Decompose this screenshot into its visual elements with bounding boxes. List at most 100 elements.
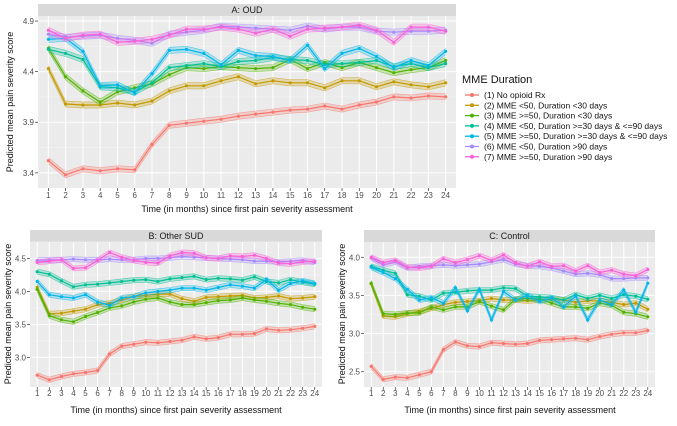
data-point	[574, 305, 578, 309]
data-point	[47, 314, 51, 318]
legend-item: (1) No opioid Rx	[465, 90, 546, 100]
series-ci-band	[48, 46, 446, 95]
data-point	[167, 33, 171, 37]
data-point	[216, 276, 220, 280]
data-point	[477, 254, 481, 258]
x-tick-label: 24	[441, 191, 450, 200]
x-tick-label: 18	[571, 389, 580, 398]
data-point	[453, 261, 457, 265]
data-point	[132, 278, 136, 282]
data-point	[357, 46, 361, 51]
series-1	[369, 327, 650, 383]
data-point	[392, 95, 396, 99]
data-point	[489, 296, 494, 301]
data-point	[71, 372, 75, 376]
data-point	[489, 341, 494, 345]
x-tick-label: 5	[115, 191, 120, 200]
data-point	[444, 81, 448, 85]
data-point	[550, 296, 554, 300]
data-point	[289, 303, 293, 307]
series-line	[370, 329, 648, 381]
data-point	[426, 85, 430, 89]
data-point	[115, 101, 120, 105]
series-ci-band	[48, 23, 446, 47]
data-point	[393, 312, 397, 317]
data-point	[374, 54, 379, 59]
series-ci-lower	[37, 258, 315, 266]
data-point	[513, 261, 518, 265]
data-point	[301, 305, 305, 309]
series-ci-upper	[371, 252, 648, 274]
series-line	[370, 254, 649, 277]
data-point	[144, 260, 148, 264]
data-point	[513, 298, 518, 302]
data-point	[313, 259, 317, 263]
series-ci-band	[37, 277, 315, 308]
data-point	[144, 278, 148, 282]
y-tick-label: 4.9	[23, 17, 35, 26]
data-point	[289, 278, 293, 282]
legend-label: (7) MME >=50, Duration >90 days	[484, 152, 612, 162]
data-point	[71, 285, 75, 289]
data-point	[301, 260, 305, 264]
series-ci-lower	[48, 98, 446, 179]
data-point	[219, 79, 223, 83]
legend-label: (5) MME >=50, Duration >=30 days & <=90 …	[484, 131, 667, 141]
legend-label: (1) No opioid Rx	[484, 90, 546, 100]
data-point	[513, 287, 518, 291]
data-point	[228, 283, 232, 287]
data-point	[216, 285, 220, 290]
data-point	[381, 261, 385, 265]
x-tick-label: 8	[119, 389, 124, 398]
data-point	[489, 288, 494, 292]
data-point	[392, 30, 396, 34]
data-point	[405, 287, 409, 291]
x-tick-label: 22	[286, 389, 295, 398]
x-tick-label: 2	[47, 389, 52, 398]
series-ci-upper	[48, 22, 446, 41]
y-axis-title: Predicted mean pain severity score	[3, 244, 13, 385]
data-point	[236, 75, 240, 79]
data-point	[429, 370, 433, 374]
data-point	[96, 310, 100, 315]
data-point	[71, 257, 75, 261]
data-point	[271, 66, 275, 70]
data-point	[144, 297, 148, 301]
data-point	[132, 295, 136, 299]
data-point	[180, 303, 184, 307]
panel-title: B: Other SUD	[148, 231, 204, 241]
data-point	[525, 341, 530, 346]
series-ci-upper	[48, 92, 446, 173]
data-point	[204, 295, 208, 299]
x-tick-label: 15	[286, 191, 295, 200]
data-point	[598, 293, 602, 297]
x-tick-label: 10	[141, 389, 150, 398]
data-point	[156, 296, 160, 300]
x-tick-label: 16	[547, 389, 556, 398]
legend-key-point	[470, 123, 474, 128]
data-point	[228, 298, 232, 302]
x-tick-label: 9	[465, 389, 470, 398]
x-tick-label: 13	[511, 389, 520, 398]
data-point	[219, 63, 223, 67]
data-point	[489, 304, 494, 308]
data-point	[313, 281, 317, 286]
data-point	[562, 305, 566, 309]
legend-items: (1) No opioid Rx(2) MME <50, Duration <3…	[465, 90, 667, 162]
series-ci-upper	[48, 21, 446, 40]
data-point	[96, 300, 100, 304]
data-point	[501, 290, 506, 294]
series-1	[35, 323, 317, 383]
y-tick-label: 2.5	[349, 368, 361, 377]
x-tick-label: 21	[607, 389, 616, 398]
x-tick-label: 16	[303, 191, 312, 200]
data-point	[252, 259, 256, 263]
data-point	[634, 294, 638, 298]
data-point	[202, 62, 206, 66]
data-point	[150, 72, 154, 76]
data-point	[192, 303, 196, 307]
data-point	[586, 264, 590, 268]
x-tick-label: 17	[226, 389, 235, 398]
legend-item: (2) MME <50, Duration <30 days	[465, 100, 607, 110]
data-point	[115, 40, 120, 44]
